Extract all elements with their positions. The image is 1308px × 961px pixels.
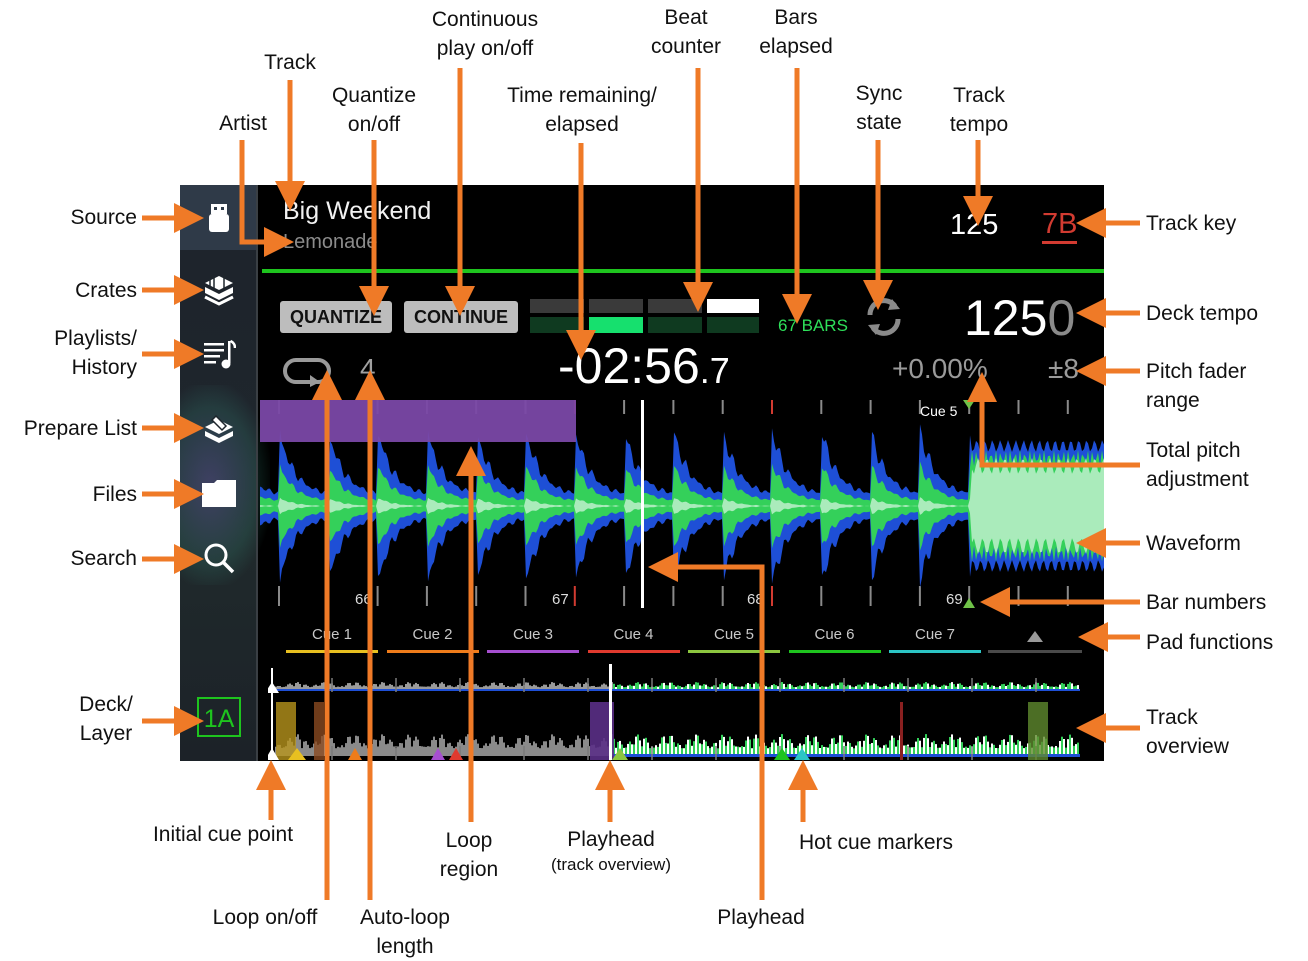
callout-beat-counter: Beat counter	[650, 6, 722, 58]
track-title: Big Weekend	[283, 197, 432, 225]
callout-track-key: Track key	[1146, 212, 1237, 235]
cue-5-label: Cue 5	[920, 403, 958, 419]
header-divider	[262, 269, 1104, 273]
callout-pad-functions: Pad functions	[1146, 631, 1274, 654]
pad-3-color-bar	[487, 650, 579, 653]
track-key: 7B	[1042, 209, 1078, 244]
callout-time: Time remaining/elapsed	[507, 84, 657, 136]
track-overview[interactable]	[268, 660, 1088, 761]
cue-5-marker-icon	[963, 400, 975, 409]
pad-1-color-bar	[286, 650, 378, 653]
initial-cue-point	[268, 668, 279, 760]
pad-8-bar	[988, 650, 1082, 653]
prepare-list-icon[interactable]	[202, 413, 236, 447]
callout-bar-numbers: Bar numbers	[1146, 591, 1267, 614]
usb-drive-icon[interactable]	[202, 201, 236, 235]
callout-track: Track	[264, 51, 316, 74]
waveform[interactable]: Cue 5 66 67 68 69	[260, 400, 1104, 612]
waveform-high	[260, 450, 1104, 562]
callout-sync: Sync state	[855, 82, 903, 134]
callout-prepare-list: Prepare List	[23, 417, 137, 440]
beat-counter	[530, 299, 759, 333]
callout-deck-tempo: Deck tempo	[1146, 302, 1259, 325]
callout-total-pitch: Total pitch adjustment	[1146, 439, 1249, 491]
callout-hot-cue-markers: Hot cue markers	[798, 831, 954, 854]
callout-auto-loop: Auto-loop length	[360, 906, 450, 958]
time-remaining: -02:56.7	[558, 338, 730, 394]
overview-top-lane	[275, 678, 1080, 692]
callout-files: Files	[92, 483, 137, 506]
bar-number: 67	[552, 591, 569, 608]
callout-crates: Crates	[75, 279, 137, 302]
callout-track-overview: Track overview	[1146, 706, 1229, 758]
pad-2-label[interactable]: Cue 2	[412, 626, 453, 643]
callout-deck-layer: Deck/Layer	[79, 693, 133, 745]
callout-playlists: Playlists/History	[54, 327, 137, 379]
callout-playhead-overview: Playhead (track overview)	[551, 828, 671, 874]
callout-waveform: Waveform	[1146, 532, 1241, 555]
bar-number: 69	[946, 591, 963, 608]
pad-more-icon[interactable]	[1026, 629, 1044, 643]
callout-playhead: Playhead	[717, 906, 805, 929]
callout-loop: Loop on/off	[212, 906, 318, 929]
playhead	[641, 400, 644, 608]
callout-artist: Artist	[219, 112, 267, 135]
deck-layer-badge[interactable]: 1A	[197, 697, 241, 737]
beat-grid	[278, 400, 1069, 606]
artist-name: Lemonade	[283, 231, 378, 253]
callout-source: Source	[70, 206, 137, 229]
callout-continuous: Continuous play on/off	[431, 8, 539, 60]
pad-3-label[interactable]: Cue 3	[512, 626, 554, 643]
callout-bars-elapsed: Bars elapsed	[759, 6, 833, 58]
callout-track-tempo: Track tempo	[949, 84, 1009, 136]
player-screen: 1A Big Weekend Lemonade 125 7B QUANTIZE …	[180, 185, 1104, 761]
loop-region	[260, 400, 576, 442]
pad-6-label[interactable]: Cue 6	[814, 626, 855, 643]
cue-5-bottom-marker-icon	[963, 598, 975, 608]
callout-pitch-range: Pitch fader range	[1146, 360, 1247, 412]
hot-cue-markers	[276, 702, 1048, 760]
overview-bottom-lane	[275, 734, 1080, 760]
callout-search: Search	[70, 547, 137, 570]
pad-5-color-bar	[688, 650, 780, 653]
pad-7-color-bar	[889, 650, 981, 653]
crates-icon[interactable]	[202, 273, 236, 307]
pad-2-color-bar	[386, 650, 479, 653]
callout-loop-region: Loop region	[439, 829, 499, 881]
callout-initial-cue: Initial cue point	[152, 823, 294, 846]
pad-6-color-bar	[788, 650, 881, 653]
deck-tempo: 1250	[964, 290, 1076, 346]
pad-4-color-bar	[587, 650, 680, 653]
overview-playhead	[609, 664, 612, 760]
callout-quantize: Quantize on/off	[331, 84, 417, 136]
pad-5-label[interactable]: Cue 5	[713, 626, 755, 643]
folder-icon[interactable]	[202, 477, 236, 511]
pad-1-label[interactable]: Cue 1	[311, 626, 353, 643]
pitch-fader-range[interactable]: ±8	[1048, 353, 1079, 384]
search-icon[interactable]	[202, 541, 236, 575]
pad-4-label[interactable]: Cue 4	[613, 626, 654, 643]
playlist-icon[interactable]	[202, 337, 236, 371]
pad-7-label[interactable]: Cue 7	[914, 626, 956, 643]
